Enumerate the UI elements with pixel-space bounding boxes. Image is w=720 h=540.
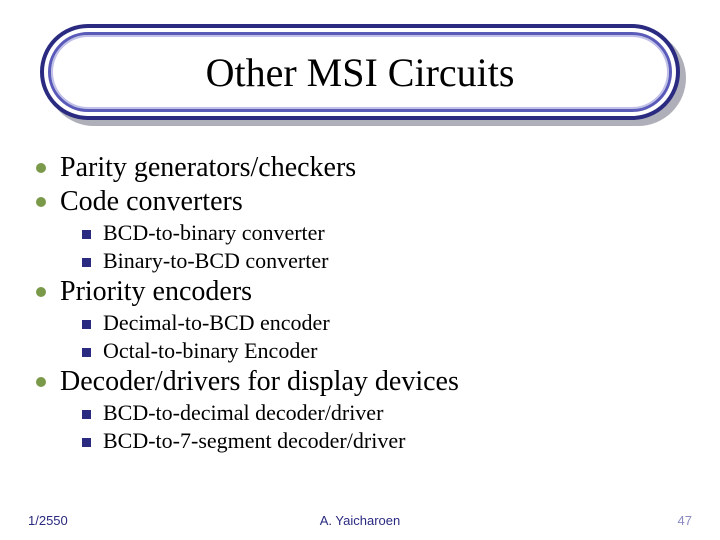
footer-author: A. Yaicharoen — [320, 513, 400, 528]
bullet-dot-icon — [36, 197, 46, 207]
footer-date: 1/2550 — [28, 513, 68, 528]
bullet-level2: BCD-to-7-segment decoder/driver — [82, 428, 684, 454]
slide-title: Other MSI Circuits — [40, 24, 680, 120]
bullet-level1-text: Priority encoders — [60, 276, 252, 308]
bullet-level2: BCD-to-binary converter — [82, 220, 684, 246]
slide: Other MSI Circuits Parity generators/che… — [0, 0, 720, 540]
bullet-level1-text: Decoder/drivers for display devices — [60, 366, 459, 398]
bullet-level2-text: Decimal-to-BCD encoder — [103, 310, 330, 336]
bullet-dot-icon — [36, 377, 46, 387]
bullet-level2: Decimal-to-BCD encoder — [82, 310, 684, 336]
title-banner: Other MSI Circuits — [40, 24, 680, 120]
bullet-level2-text: BCD-to-decimal decoder/driver — [103, 400, 383, 426]
bullet-level1: Priority encoders — [36, 276, 684, 308]
bullet-level2: Octal-to-binary Encoder — [82, 338, 684, 364]
bullet-level1: Parity generators/checkers — [36, 152, 684, 184]
bullet-level2-text: BCD-to-binary converter — [103, 220, 325, 246]
bullet-square-icon — [82, 320, 91, 329]
bullet-level1: Code converters — [36, 186, 684, 218]
bullet-level2: Binary-to-BCD converter — [82, 248, 684, 274]
bullet-square-icon — [82, 230, 91, 239]
bullet-level2-text: Binary-to-BCD converter — [103, 248, 328, 274]
footer-page: 47 — [678, 513, 692, 528]
bullet-level1-text: Parity generators/checkers — [60, 152, 356, 184]
bullet-level2-text: BCD-to-7-segment decoder/driver — [103, 428, 405, 454]
bullet-level2-text: Octal-to-binary Encoder — [103, 338, 317, 364]
bullet-square-icon — [82, 258, 91, 267]
bullet-level1-text: Code converters — [60, 186, 243, 218]
footer: 1/2550 A. Yaicharoen 47 — [0, 508, 720, 528]
bullet-square-icon — [82, 438, 91, 447]
bullet-square-icon — [82, 348, 91, 357]
bullet-level2: BCD-to-decimal decoder/driver — [82, 400, 684, 426]
bullet-square-icon — [82, 410, 91, 419]
bullet-level1: Decoder/drivers for display devices — [36, 366, 684, 398]
bullet-list: Parity generators/checkersCode converter… — [36, 150, 684, 456]
bullet-dot-icon — [36, 163, 46, 173]
bullet-dot-icon — [36, 287, 46, 297]
